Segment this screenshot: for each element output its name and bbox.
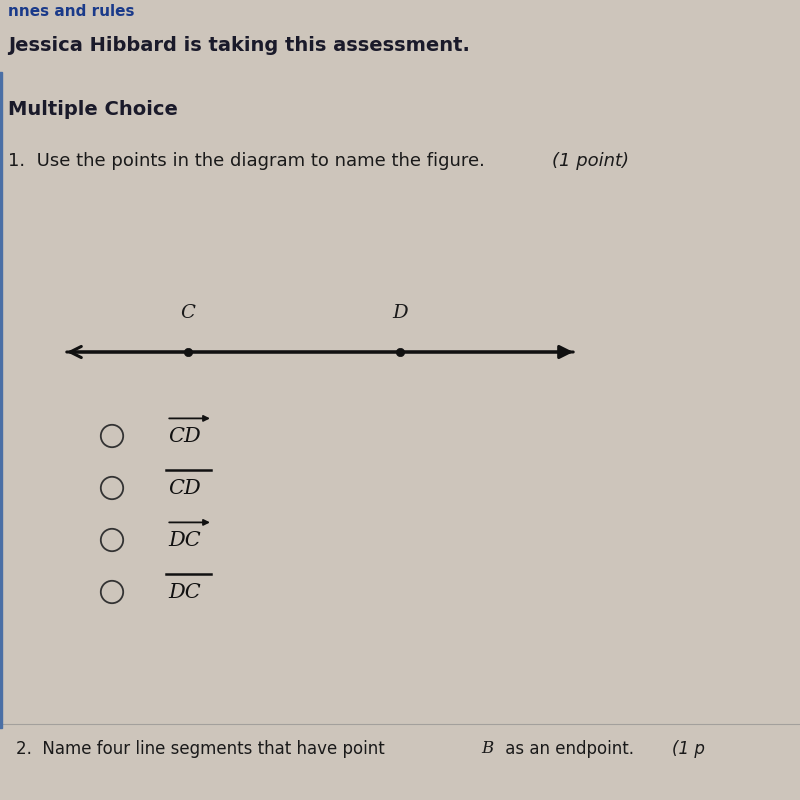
Text: CD: CD [168,426,201,446]
Text: as an endpoint.: as an endpoint. [500,740,645,758]
Text: Jessica Hibbard is taking this assessment.: Jessica Hibbard is taking this assessmen… [8,36,470,55]
Bar [0,72,2,728]
Text: 1.  Use the points in the diagram to name the figure.: 1. Use the points in the diagram to name… [8,152,485,170]
Text: nnes and rules: nnes and rules [8,4,134,19]
Text: Multiple Choice: Multiple Choice [8,100,178,119]
Text: (1 point): (1 point) [552,152,629,170]
Text: 2.  Name four line segments that have point: 2. Name four line segments that have poi… [16,740,390,758]
Text: CD: CD [168,478,201,498]
Text: DC: DC [168,530,201,550]
Text: B: B [482,740,494,757]
Text: C: C [181,303,195,322]
Text: D: D [392,303,408,322]
Text: DC: DC [168,582,201,602]
Text: (1 p: (1 p [672,740,705,758]
